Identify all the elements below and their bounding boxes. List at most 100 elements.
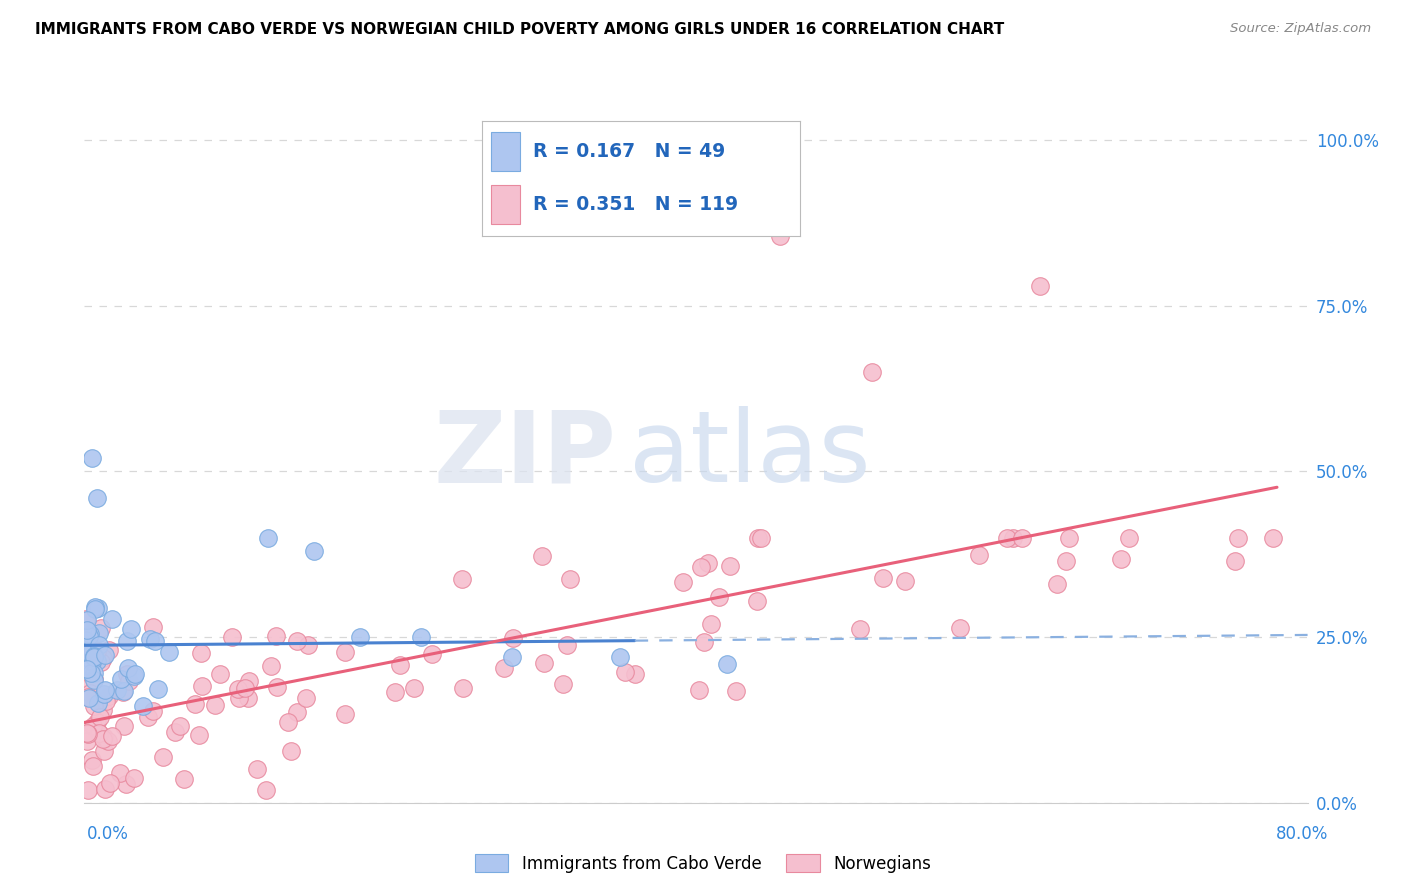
Point xyxy=(118,673,141,688)
Point xyxy=(86,715,108,730)
Point xyxy=(132,698,155,713)
Point xyxy=(84,600,107,615)
Point xyxy=(555,638,578,652)
Point xyxy=(169,719,191,733)
Point xyxy=(80,655,103,669)
Point xyxy=(624,667,647,681)
Point xyxy=(89,626,111,640)
Point xyxy=(83,673,105,687)
Point xyxy=(105,683,128,698)
Point xyxy=(83,650,105,665)
Point xyxy=(76,726,98,740)
Point xyxy=(388,657,411,672)
Point xyxy=(209,667,232,681)
Point xyxy=(333,645,356,659)
Point xyxy=(86,644,108,658)
Point xyxy=(1118,531,1140,545)
Point xyxy=(143,633,166,648)
Point xyxy=(117,661,139,675)
Point xyxy=(82,719,104,733)
Point xyxy=(73,644,96,658)
Point xyxy=(82,647,104,661)
Point xyxy=(91,731,114,746)
Point xyxy=(87,601,110,615)
Point xyxy=(1054,554,1077,568)
Point xyxy=(1002,531,1025,545)
Point xyxy=(84,691,107,706)
Point xyxy=(256,782,278,797)
Point xyxy=(558,572,581,586)
Point xyxy=(451,681,474,695)
Text: atlas: atlas xyxy=(628,407,870,503)
Point xyxy=(745,594,768,608)
Point xyxy=(1029,279,1052,293)
Point xyxy=(1109,552,1132,566)
Point xyxy=(848,622,870,636)
Point xyxy=(82,758,104,772)
Point xyxy=(1261,531,1284,545)
Point xyxy=(1057,531,1080,545)
Point xyxy=(87,696,110,710)
Point xyxy=(420,647,443,661)
Point xyxy=(77,782,100,797)
Point xyxy=(89,710,111,724)
Text: IMMIGRANTS FROM CABO VERDE VS NORWEGIAN CHILD POVERTY AMONG GIRLS UNDER 16 CORRE: IMMIGRANTS FROM CABO VERDE VS NORWEGIAN … xyxy=(35,22,1004,37)
Point xyxy=(614,665,637,680)
Point xyxy=(136,710,159,724)
Point xyxy=(80,644,103,658)
Point xyxy=(260,659,283,673)
Point xyxy=(115,634,138,648)
Point xyxy=(91,651,114,665)
Point xyxy=(1011,531,1033,545)
Legend: Immigrants from Cabo Verde, Norwegians: Immigrants from Cabo Verde, Norwegians xyxy=(468,847,938,880)
Point xyxy=(277,714,299,729)
Point xyxy=(77,628,100,642)
Point xyxy=(117,666,139,681)
Point xyxy=(257,531,280,545)
Point xyxy=(716,657,738,671)
Point xyxy=(96,694,118,708)
Text: 0.0%: 0.0% xyxy=(87,825,129,843)
Point xyxy=(98,643,121,657)
Point xyxy=(139,632,162,646)
Point xyxy=(80,753,103,767)
Point xyxy=(894,574,917,589)
Point xyxy=(94,782,117,797)
Point xyxy=(75,633,97,648)
Point xyxy=(157,645,180,659)
Point xyxy=(112,684,135,698)
Point xyxy=(1223,554,1246,568)
Point xyxy=(297,639,319,653)
Point xyxy=(860,365,883,379)
Point xyxy=(997,531,1019,545)
Point xyxy=(98,689,121,703)
Point xyxy=(533,657,555,671)
Point xyxy=(94,682,117,697)
Point xyxy=(285,706,308,720)
Point xyxy=(83,672,105,686)
Point xyxy=(76,690,98,705)
Point xyxy=(233,681,256,695)
Text: ZIP: ZIP xyxy=(433,407,616,503)
Text: Source: ZipAtlas.com: Source: ZipAtlas.com xyxy=(1230,22,1371,36)
Point xyxy=(191,679,214,693)
Point xyxy=(204,698,226,712)
Point xyxy=(967,549,990,563)
Point xyxy=(690,560,713,574)
Point xyxy=(697,556,720,570)
Point xyxy=(82,655,104,669)
Point xyxy=(688,683,710,698)
Y-axis label: Child Poverty Among Girls Under 16: Child Poverty Among Girls Under 16 xyxy=(0,318,7,592)
Point xyxy=(238,674,260,689)
Text: 80.0%: 80.0% xyxy=(1277,825,1329,843)
Point xyxy=(79,627,101,641)
Point xyxy=(718,558,741,573)
Point xyxy=(90,656,112,670)
Point xyxy=(609,650,631,665)
Point xyxy=(87,725,110,739)
Point xyxy=(228,690,250,705)
Point xyxy=(530,549,553,564)
Point xyxy=(80,678,103,692)
Point xyxy=(84,602,107,616)
Point xyxy=(76,733,98,747)
